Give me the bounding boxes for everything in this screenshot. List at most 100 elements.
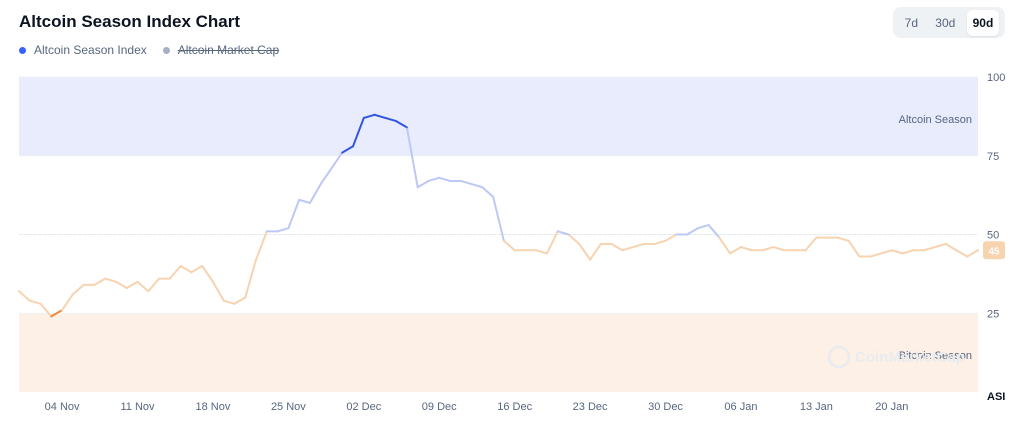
series-segment — [966, 249, 979, 258]
series-segment — [545, 230, 559, 255]
x-tick-label: 25 Nov — [271, 401, 306, 413]
series-segment — [427, 176, 441, 182]
data-point — [858, 255, 861, 258]
data-point — [589, 258, 591, 261]
y-tick-label: 75 — [987, 151, 999, 163]
series-segment — [61, 293, 74, 312]
series-segment — [578, 242, 592, 261]
series-segment — [535, 249, 548, 255]
data-point — [93, 284, 96, 286]
range-tab-7d[interactable]: 7d — [904, 15, 918, 30]
series-segment — [114, 280, 128, 290]
data-point — [115, 280, 117, 283]
data-point — [966, 255, 969, 258]
data-point — [104, 277, 107, 280]
data-point — [481, 186, 484, 189]
chart-legend: Altcoin Season Index Altcoin Market Cap — [19, 43, 295, 57]
data-point — [309, 202, 311, 204]
data-point — [244, 296, 247, 299]
data-point — [459, 180, 462, 182]
range-tab-90d[interactable]: 90d — [966, 9, 1000, 36]
x-tick-label: 04 Nov — [45, 401, 80, 413]
series-segment — [470, 183, 484, 189]
data-point — [567, 233, 570, 236]
data-point — [427, 180, 430, 182]
series-segment — [211, 280, 225, 302]
data-point — [416, 186, 419, 189]
series-segment — [589, 242, 602, 261]
series-segment — [341, 145, 355, 154]
data-point — [222, 299, 225, 302]
data-point — [556, 230, 559, 233]
data-point — [675, 233, 678, 236]
x-tick-label: 02 Dec — [346, 401, 381, 413]
current-value-label: 45 — [988, 246, 1000, 257]
series-segment — [718, 236, 732, 255]
data-point — [933, 246, 936, 249]
data-point — [406, 126, 408, 129]
data-point — [696, 227, 699, 230]
range-tab-30d[interactable]: 30d — [935, 15, 956, 30]
legend-item-altcoin-market-cap[interactable]: Altcoin Market Cap — [162, 43, 279, 57]
series-segment — [653, 239, 667, 245]
legend-item-altcoin-season-index[interactable]: Altcoin Season Index — [19, 43, 147, 57]
data-point — [664, 239, 667, 242]
data-point — [880, 252, 882, 255]
series-segment — [502, 239, 516, 252]
data-point — [912, 249, 915, 252]
series-segment — [416, 179, 430, 189]
data-point — [621, 249, 624, 252]
data-point — [212, 280, 214, 283]
series-segment — [373, 113, 387, 119]
series-segment — [18, 290, 31, 302]
data-point — [319, 183, 322, 186]
legend-dot-icon — [19, 46, 26, 54]
series-segment — [556, 230, 570, 236]
series-segment — [362, 113, 376, 119]
series-segment — [287, 198, 301, 230]
data-point — [686, 233, 688, 236]
series-segment — [395, 120, 408, 129]
series-segment — [104, 277, 117, 283]
series-segment — [308, 183, 322, 204]
data-point — [653, 243, 656, 245]
series-segment — [330, 151, 344, 170]
series-segment — [696, 224, 710, 230]
data-point — [71, 293, 74, 296]
data-point — [341, 151, 344, 154]
series-segment — [438, 176, 452, 182]
data-point — [470, 183, 473, 186]
series-segment — [319, 167, 333, 186]
data-point — [750, 249, 753, 252]
data-point — [944, 243, 947, 245]
series-segment — [890, 249, 904, 255]
data-point — [977, 249, 979, 252]
series-segment — [190, 265, 204, 274]
data-point — [815, 236, 818, 239]
data-point — [513, 249, 516, 252]
data-point — [955, 249, 958, 252]
data-point — [201, 265, 204, 267]
data-point — [502, 239, 505, 242]
y-tick-label: 50 — [987, 230, 999, 242]
series-segment — [233, 296, 247, 305]
series-segment — [933, 242, 947, 249]
x-tick-label: 18 Nov — [196, 401, 231, 413]
x-tick-label: 11 Nov — [121, 401, 156, 413]
data-point — [136, 280, 139, 283]
data-point — [610, 243, 613, 245]
data-point — [61, 309, 64, 311]
series-segment — [944, 242, 958, 252]
data-point — [632, 246, 635, 249]
series-segment — [901, 249, 915, 255]
data-point — [18, 290, 20, 293]
data-point — [890, 249, 893, 252]
data-point — [362, 117, 365, 119]
series-segment — [255, 230, 268, 261]
x-tick-label: 20 Jan — [875, 401, 908, 413]
series-segment — [880, 249, 893, 255]
series-segment — [664, 233, 678, 242]
coinmarketcap-logo-icon — [827, 345, 851, 369]
y-tick-label: 100 — [987, 72, 1005, 84]
